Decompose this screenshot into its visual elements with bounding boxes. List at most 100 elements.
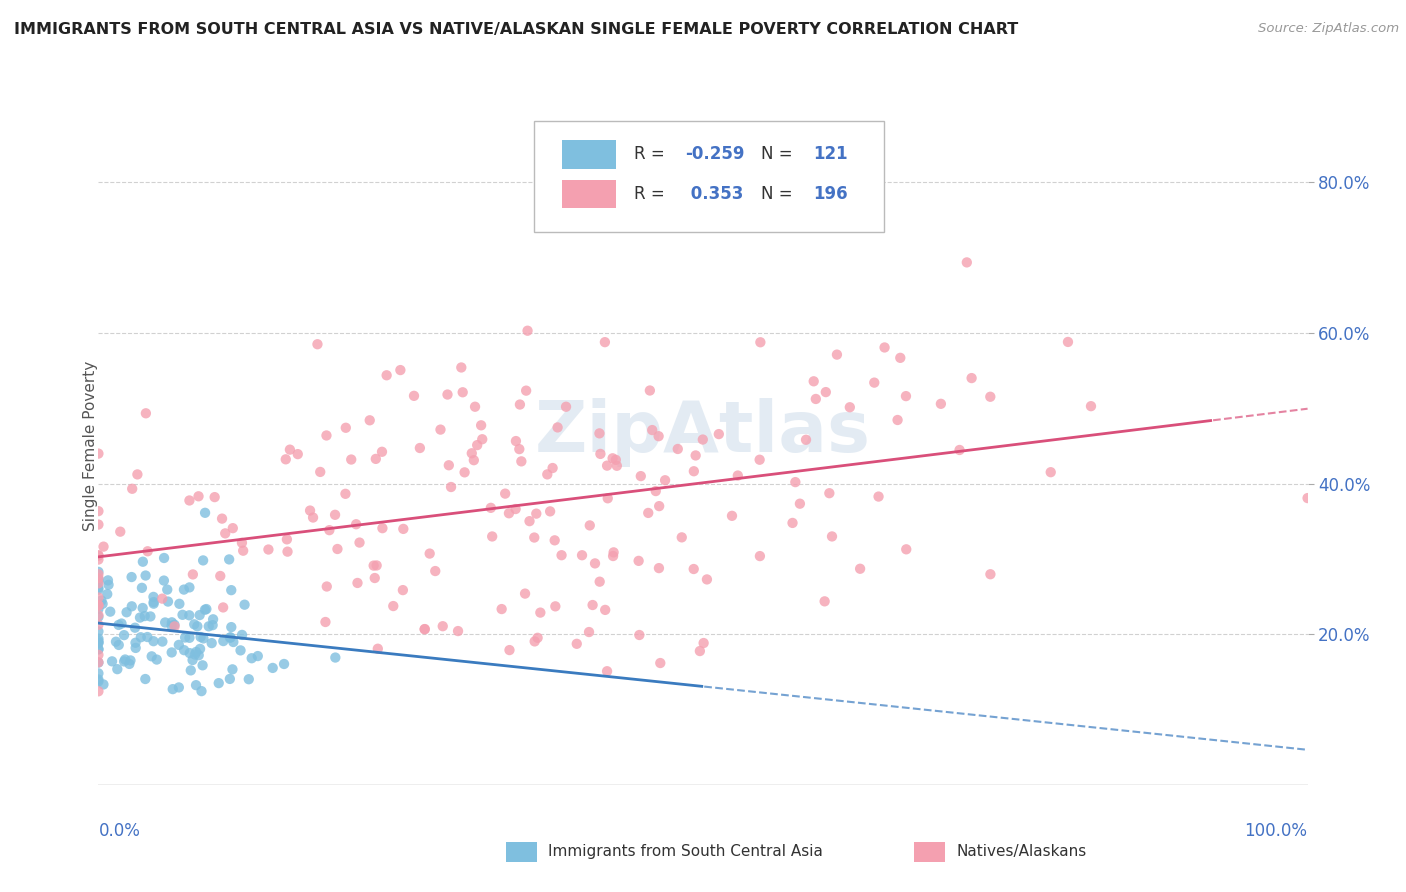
Point <box>863 376 886 390</box>
Point <box>136 544 159 558</box>
Point <box>948 442 970 457</box>
Point <box>547 420 569 434</box>
Point <box>179 581 201 595</box>
Point <box>498 643 520 657</box>
Point <box>849 562 872 576</box>
Point <box>87 574 110 589</box>
Point <box>257 542 280 557</box>
Point <box>450 360 472 375</box>
Point <box>602 451 624 466</box>
Point <box>578 518 600 533</box>
Point <box>233 598 256 612</box>
Point <box>87 624 110 639</box>
Point <box>97 574 120 588</box>
Text: R =: R = <box>634 145 671 163</box>
Point <box>142 595 165 609</box>
Point <box>491 602 513 616</box>
Point <box>344 517 367 532</box>
Point <box>589 447 612 461</box>
Point <box>287 447 309 461</box>
Point <box>87 648 110 662</box>
Point <box>87 591 110 605</box>
Point <box>696 573 718 587</box>
Point <box>131 601 153 615</box>
Point <box>326 541 349 556</box>
Point <box>87 576 110 591</box>
Point <box>218 552 240 566</box>
Point <box>129 630 152 644</box>
Point <box>208 676 231 690</box>
Text: ZipAtlas: ZipAtlas <box>536 398 870 467</box>
Point <box>87 666 110 681</box>
Point <box>463 453 485 467</box>
Point <box>498 506 520 520</box>
Point <box>193 632 215 646</box>
Point <box>121 599 143 614</box>
FancyBboxPatch shape <box>561 140 616 169</box>
Point <box>505 502 527 516</box>
Point <box>896 542 918 557</box>
Point <box>515 384 537 398</box>
Point <box>315 428 337 442</box>
Point <box>87 549 110 563</box>
Point <box>180 664 202 678</box>
Point <box>346 576 368 591</box>
Point <box>707 427 730 442</box>
Point <box>402 389 425 403</box>
Point <box>172 607 194 622</box>
Point <box>136 630 159 644</box>
Point <box>190 630 212 644</box>
Point <box>437 458 460 473</box>
Point <box>194 506 217 520</box>
Point <box>318 523 340 537</box>
Point <box>596 491 619 506</box>
Point <box>93 677 115 691</box>
Point <box>578 625 600 640</box>
Point <box>277 544 299 558</box>
Point <box>470 418 492 433</box>
Point <box>115 605 138 619</box>
Point <box>87 617 110 632</box>
Point <box>538 504 561 518</box>
Point <box>666 442 689 456</box>
Point <box>219 583 242 598</box>
Point <box>1296 491 1319 505</box>
Point <box>131 581 153 595</box>
Point <box>124 621 146 635</box>
Point <box>650 656 672 670</box>
Point <box>202 612 225 626</box>
Point <box>129 610 152 624</box>
Point <box>169 597 191 611</box>
Point <box>201 618 224 632</box>
Point <box>87 674 110 689</box>
Point <box>605 453 627 467</box>
Point <box>186 619 208 633</box>
Point <box>87 552 110 566</box>
Point <box>447 624 470 638</box>
Point <box>139 609 162 624</box>
Point <box>87 635 110 649</box>
Point <box>221 620 243 634</box>
Point <box>87 684 110 698</box>
Point <box>648 499 671 513</box>
Point <box>721 508 744 523</box>
Point <box>179 646 201 660</box>
Point <box>413 622 436 636</box>
Point <box>465 438 488 452</box>
Point <box>134 672 156 686</box>
Point <box>201 636 224 650</box>
Point <box>785 475 807 489</box>
Point <box>479 500 502 515</box>
Point <box>814 385 837 400</box>
Point <box>127 467 149 482</box>
Point <box>838 401 860 415</box>
Point <box>581 598 603 612</box>
Text: Source: ZipAtlas.com: Source: ZipAtlas.com <box>1258 22 1399 36</box>
Point <box>821 529 844 543</box>
Point <box>167 681 190 695</box>
Point <box>782 516 804 530</box>
Point <box>602 549 624 563</box>
Point <box>184 648 207 662</box>
Point <box>187 648 209 663</box>
Point <box>349 535 371 549</box>
